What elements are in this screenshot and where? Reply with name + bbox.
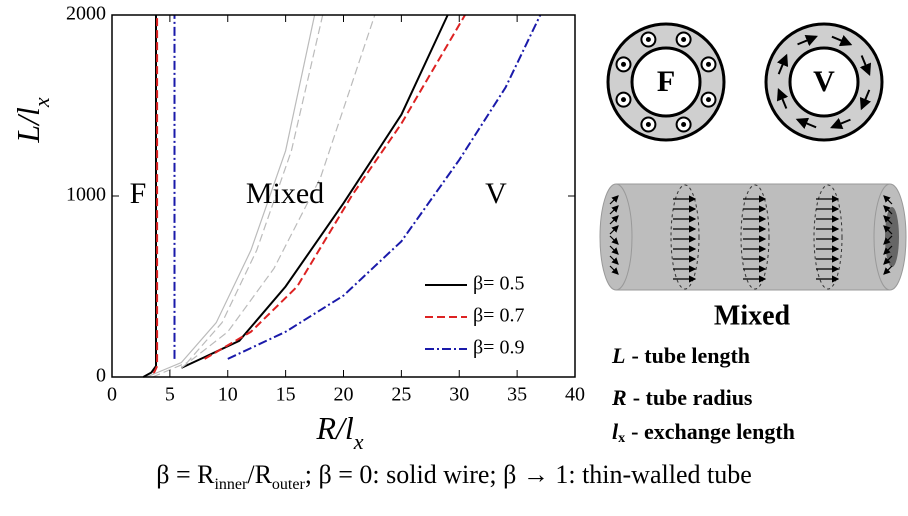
moment-arrow	[883, 195, 893, 205]
y-axis-label-sub: x	[29, 97, 54, 108]
series-line	[142, 14, 449, 378]
series-line	[146, 14, 316, 378]
key-item: R- tube radius	[611, 385, 753, 410]
legend-label: β= 0.9	[473, 337, 524, 359]
ring-inner	[630, 46, 702, 118]
series-line	[152, 14, 466, 374]
x-tick-label: 15	[276, 384, 296, 406]
series-line	[181, 14, 376, 369]
moment-arrow	[609, 255, 619, 265]
arrow-ring	[740, 184, 770, 290]
y-axis-label-main: L/l	[10, 107, 46, 144]
moment-dot	[705, 61, 711, 67]
x-axis-label-main: R/l	[315, 410, 353, 446]
tube-body	[616, 184, 890, 290]
ferro-label: F	[657, 65, 675, 98]
key: L- tube length R- tube radius lx - exchan…	[611, 343, 795, 446]
x-axis-label: R/lx	[315, 410, 363, 454]
moment-arrow	[883, 245, 893, 255]
y-axis-label: L/lx	[10, 97, 54, 144]
caption-part: ; β = 0: solid wire; β → 1: thin-walled …	[304, 460, 752, 489]
x-tick-label: 35	[507, 384, 527, 406]
x-tick-label: 0	[107, 384, 117, 406]
moment-arrow	[609, 225, 619, 235]
vortex-label: V	[813, 65, 835, 98]
key-text: - tube length	[631, 343, 750, 368]
key-text: - tube radius	[633, 385, 753, 410]
moment-arrow	[609, 265, 619, 275]
key-text: - exchange length	[631, 419, 795, 444]
moment-arrow	[883, 235, 893, 245]
moment-arrow	[859, 89, 872, 111]
moment-arrow	[883, 255, 893, 265]
moment-dot	[645, 121, 651, 127]
mixed-label: Mixed	[714, 300, 791, 331]
region-label: V	[485, 177, 507, 210]
x-axis-label-sub: x	[353, 429, 364, 454]
moment-arrow	[776, 53, 789, 75]
moment-arrow	[883, 225, 893, 235]
key-symbol: L	[611, 343, 625, 368]
moment-dot	[705, 97, 711, 103]
arrow-ring	[813, 184, 843, 290]
tube-end	[599, 183, 633, 291]
caption-part: β = R	[156, 460, 215, 489]
region-label: Mixed	[246, 177, 324, 210]
moment-dot	[681, 121, 687, 127]
caption-sub: inner	[214, 476, 248, 494]
moment-arrow	[609, 215, 619, 225]
arrow-ring	[670, 184, 700, 290]
caption: β = Rinner/Router; β = 0: solid wire; β …	[0, 460, 908, 494]
moment-arrow	[859, 55, 872, 76]
legend-label: β= 0.5	[473, 273, 524, 295]
key-item: lx - exchange length	[612, 419, 795, 446]
x-tick-label: 20	[334, 384, 354, 406]
moment-arrow	[797, 34, 818, 47]
moment-arrow	[830, 117, 851, 130]
key-symbol: R	[611, 385, 627, 410]
diagrams	[599, 22, 907, 291]
moment-arrow	[609, 235, 619, 245]
moment-arrow	[883, 215, 893, 225]
moment-arrow	[609, 205, 619, 215]
y-tick-label: 2000	[66, 3, 106, 25]
x-tick-label: 5	[165, 384, 175, 406]
moment-dot	[621, 97, 627, 103]
y-tick-label: 0	[96, 365, 106, 387]
key-sub: x	[618, 431, 625, 446]
y-tick-label: 1000	[66, 184, 106, 206]
legend-label: β= 0.7	[473, 305, 524, 327]
x-tick-label: 30	[449, 384, 469, 406]
ring-inner	[788, 46, 860, 118]
moment-arrow	[609, 245, 619, 255]
moment-arrow	[776, 88, 789, 109]
moment-arrow	[795, 117, 817, 130]
key-symbol: l	[612, 419, 619, 444]
region-label: F	[130, 177, 147, 210]
key-item: L- tube length	[611, 343, 750, 368]
caption-sub: outer	[271, 476, 305, 494]
moment-arrow	[609, 195, 619, 205]
series-line	[173, 14, 542, 360]
series-line	[152, 14, 324, 378]
moment-dot	[645, 37, 651, 43]
moment-arrow	[831, 34, 853, 47]
moment-dot	[621, 61, 627, 67]
x-tick-label: 25	[391, 384, 411, 406]
caption-part: /R	[247, 460, 272, 489]
x-tick-label: 10	[218, 384, 238, 406]
x-tick-label: 40	[565, 384, 585, 406]
moment-arrow	[883, 205, 893, 215]
moment-arrow	[883, 265, 893, 275]
tube-hole	[885, 207, 899, 267]
moment-dot	[681, 37, 687, 43]
